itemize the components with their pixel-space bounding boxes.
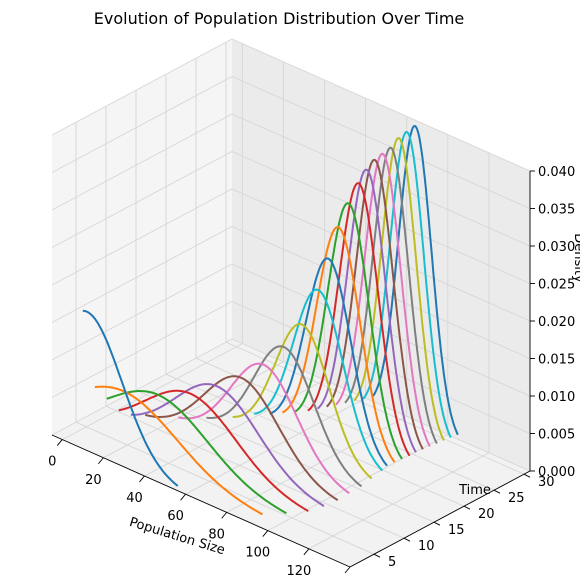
x-tick-mark xyxy=(180,493,186,501)
z-gridline xyxy=(51,38,531,172)
density-curve xyxy=(335,152,431,447)
z-gridline xyxy=(51,113,531,247)
x-tick-label: 60 xyxy=(167,509,184,524)
y-tick-mark xyxy=(373,553,381,558)
z-tick-label: 0.000 xyxy=(538,465,575,480)
density-curve xyxy=(206,345,363,488)
floor-pane xyxy=(52,339,530,567)
z-tick-label: 0.035 xyxy=(538,203,575,218)
density-curve xyxy=(316,168,417,453)
density-curve xyxy=(281,226,396,463)
x-tick-mark xyxy=(303,548,310,556)
density-curves xyxy=(82,125,459,516)
z-gridline xyxy=(51,263,531,397)
density-curve xyxy=(353,137,445,441)
x-tick-label: 40 xyxy=(126,491,143,506)
density-curve xyxy=(118,389,309,512)
z-tick-label: 0.025 xyxy=(538,278,575,293)
x-tick-mark xyxy=(98,457,104,465)
y-tick-label: 20 xyxy=(478,507,495,522)
z-gridline xyxy=(51,75,531,209)
x-tick-mark xyxy=(344,566,351,574)
x-tick-label: 20 xyxy=(85,473,102,488)
gridlines xyxy=(51,38,531,568)
density-curve xyxy=(94,385,263,516)
z-tick-label: 0.030 xyxy=(538,240,575,255)
density-curve xyxy=(82,309,179,487)
density-curve xyxy=(344,146,438,444)
z-axis-label: Density xyxy=(571,233,580,283)
z-tick-label: 0.040 xyxy=(538,165,575,180)
y-tick-label: 15 xyxy=(448,523,465,538)
density-curve xyxy=(269,257,388,467)
x-tick-label: 0 xyxy=(48,455,56,470)
tick-labels: 020406080100120140510152025300.0000.0050… xyxy=(48,165,575,583)
density-curve xyxy=(253,288,384,472)
y-tick-label: 30 xyxy=(538,475,555,490)
x-tick-label: 80 xyxy=(208,527,225,542)
y-tick-mark xyxy=(463,505,471,510)
density-curve xyxy=(232,323,373,480)
y-tick-mark xyxy=(403,537,411,542)
z-gridline xyxy=(51,188,531,322)
y-tick-label: 10 xyxy=(418,539,435,554)
x-tick-mark xyxy=(221,512,228,519)
density-curve xyxy=(307,182,411,457)
z-tick-label: 0.015 xyxy=(538,353,575,368)
density-curve xyxy=(106,390,287,515)
x-axis-line xyxy=(51,434,351,568)
z-tick-label: 0.005 xyxy=(538,428,575,443)
density-curve xyxy=(130,383,325,507)
x-tick-label: 120 xyxy=(286,564,311,579)
y-axis-label: Time xyxy=(458,483,491,498)
x-tick-label: 100 xyxy=(245,546,270,561)
z-gridline xyxy=(51,225,531,359)
y-tick-mark xyxy=(523,473,531,478)
density-curve xyxy=(362,131,452,439)
chart-title: Evolution of Population Distribution Ove… xyxy=(94,9,465,28)
z-tick-label: 0.020 xyxy=(538,315,575,330)
y-axis-line xyxy=(349,470,531,568)
x-tick-mark xyxy=(262,530,269,537)
density-curve xyxy=(371,125,459,436)
x-tick-mark xyxy=(139,475,145,483)
y-tick-mark xyxy=(433,521,441,526)
y-tick-mark xyxy=(493,489,501,494)
density-curve xyxy=(294,202,403,460)
density-curve xyxy=(178,362,350,495)
density-curve xyxy=(145,375,339,501)
y-tick-label: 5 xyxy=(388,555,396,570)
z-tick-label: 0.010 xyxy=(538,390,575,405)
x-tick-mark xyxy=(56,439,63,446)
y-tick-label: 25 xyxy=(508,491,525,506)
